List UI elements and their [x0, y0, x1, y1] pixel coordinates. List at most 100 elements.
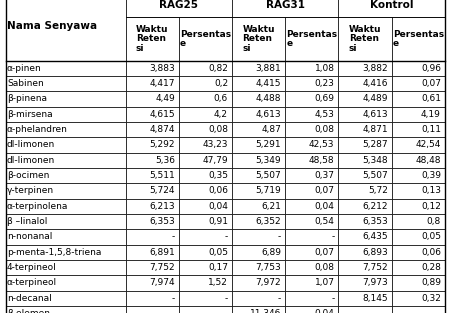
- Bar: [232, 168, 285, 183]
- Text: 42,54: 42,54: [415, 141, 441, 149]
- Bar: [6, 106, 125, 122]
- Bar: [6, 229, 125, 245]
- Text: 0,82: 0,82: [208, 64, 228, 73]
- Text: α-terpineol: α-terpineol: [7, 279, 57, 287]
- Bar: [391, 245, 445, 260]
- Text: 6,89: 6,89: [261, 248, 281, 257]
- Bar: [391, 199, 445, 214]
- Bar: [338, 168, 391, 183]
- Bar: [232, 76, 285, 91]
- Text: 5,507: 5,507: [362, 171, 388, 180]
- Bar: [179, 229, 232, 245]
- Text: 42,53: 42,53: [309, 141, 335, 149]
- Text: β-ocimen: β-ocimen: [7, 171, 49, 180]
- Text: RAG25: RAG25: [159, 0, 198, 9]
- Text: 1,08: 1,08: [314, 64, 335, 73]
- Text: 7,753: 7,753: [256, 263, 281, 272]
- Text: 4,87: 4,87: [262, 125, 281, 134]
- Text: Sabinen: Sabinen: [7, 79, 44, 88]
- Text: 0,39: 0,39: [421, 171, 441, 180]
- Text: 8,145: 8,145: [362, 294, 388, 303]
- Bar: [6, 199, 125, 214]
- Bar: [391, 291, 445, 306]
- Bar: [391, 106, 445, 122]
- Bar: [232, 183, 285, 199]
- Text: 0,06: 0,06: [208, 187, 228, 195]
- Text: 48,48: 48,48: [415, 156, 441, 165]
- Bar: [338, 18, 391, 61]
- Bar: [125, 275, 179, 291]
- Bar: [179, 106, 232, 122]
- Text: Waktu
Reten
si: Waktu Reten si: [242, 25, 275, 53]
- Bar: [232, 260, 285, 275]
- Text: 4-terpineol: 4-terpineol: [7, 263, 57, 272]
- Text: -: -: [331, 294, 335, 303]
- Text: 4,613: 4,613: [362, 110, 388, 119]
- Text: 5,291: 5,291: [256, 141, 281, 149]
- Text: 6,213: 6,213: [149, 202, 175, 211]
- Text: 5,511: 5,511: [149, 171, 175, 180]
- Bar: [338, 122, 391, 137]
- Bar: [232, 137, 285, 153]
- Bar: [338, 199, 391, 214]
- Bar: [125, 291, 179, 306]
- Bar: [6, 0, 125, 61]
- Text: 0,04: 0,04: [315, 202, 335, 211]
- Text: 11,346: 11,346: [250, 309, 281, 313]
- Bar: [6, 153, 125, 168]
- Bar: [6, 168, 125, 183]
- Bar: [391, 260, 445, 275]
- Text: 6,212: 6,212: [362, 202, 388, 211]
- Text: dl-limonen: dl-limonen: [7, 156, 55, 165]
- Text: -: -: [384, 309, 388, 313]
- Text: 4,874: 4,874: [149, 125, 175, 134]
- Bar: [285, 291, 338, 306]
- Text: -: -: [437, 309, 441, 313]
- Text: 0,28: 0,28: [421, 263, 441, 272]
- Text: 3,883: 3,883: [149, 64, 175, 73]
- Bar: [232, 61, 285, 76]
- Text: 0,05: 0,05: [421, 233, 441, 241]
- Text: 4,871: 4,871: [362, 125, 388, 134]
- Text: 7,974: 7,974: [149, 279, 175, 287]
- Bar: [285, 122, 338, 137]
- Bar: [6, 245, 125, 260]
- Bar: [232, 91, 285, 106]
- Text: Nama Senyawa: Nama Senyawa: [7, 21, 97, 31]
- Bar: [285, 199, 338, 214]
- Bar: [285, 183, 338, 199]
- Bar: [338, 76, 391, 91]
- Bar: [391, 275, 445, 291]
- Bar: [125, 153, 179, 168]
- Bar: [6, 260, 125, 275]
- Text: 0,37: 0,37: [314, 171, 335, 180]
- Bar: [232, 122, 285, 137]
- Bar: [391, 168, 445, 183]
- Bar: [179, 91, 232, 106]
- Bar: [338, 183, 391, 199]
- Text: n-nonanal: n-nonanal: [7, 233, 52, 241]
- Text: 0,2: 0,2: [214, 79, 228, 88]
- Bar: [391, 91, 445, 106]
- Bar: [6, 122, 125, 137]
- Bar: [338, 0, 445, 18]
- Bar: [391, 76, 445, 91]
- Text: 6,353: 6,353: [362, 217, 388, 226]
- Text: 1,52: 1,52: [208, 279, 228, 287]
- Bar: [338, 260, 391, 275]
- Text: 5,348: 5,348: [362, 156, 388, 165]
- Bar: [179, 61, 232, 76]
- Bar: [232, 0, 338, 18]
- Bar: [125, 106, 179, 122]
- Text: Persentas
e: Persentas e: [180, 30, 231, 48]
- Bar: [125, 76, 179, 91]
- Text: γ-terpinen: γ-terpinen: [7, 187, 54, 195]
- Text: dl-limonen: dl-limonen: [7, 141, 55, 149]
- Text: -: -: [171, 294, 175, 303]
- Bar: [232, 18, 285, 61]
- Text: 0,6: 0,6: [214, 95, 228, 103]
- Bar: [232, 245, 285, 260]
- Text: -: -: [278, 233, 281, 241]
- Bar: [6, 214, 125, 229]
- Text: Kontrol: Kontrol: [370, 0, 414, 9]
